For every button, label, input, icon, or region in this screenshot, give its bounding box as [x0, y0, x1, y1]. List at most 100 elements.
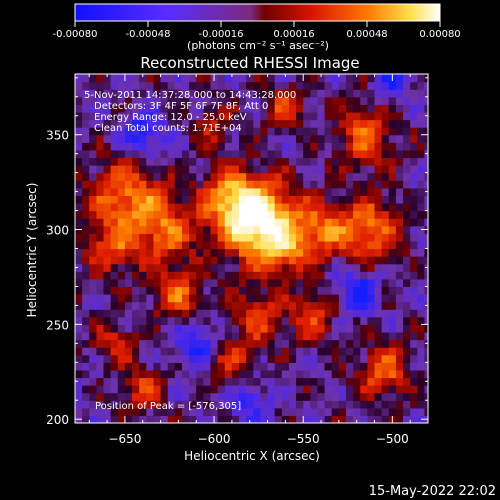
- heatmap-cell: [374, 89, 383, 98]
- heatmap-cell: [253, 172, 262, 181]
- heatmap-cell: [139, 218, 147, 227]
- heatmap-cell: [153, 324, 162, 333]
- heatmap-cell: [160, 233, 169, 242]
- heatmap-cell: [324, 104, 333, 113]
- heatmap-cell: [367, 89, 376, 98]
- heatmap-cell: [231, 187, 240, 196]
- heatmap-cell: [217, 89, 226, 98]
- heatmap-cell: [367, 172, 376, 181]
- heatmap-cell: [253, 111, 262, 121]
- heatmap-cell: [288, 400, 297, 409]
- heatmap-cell: [89, 157, 97, 166]
- heatmap-cell: [303, 263, 311, 272]
- heatmap-cell: [296, 172, 304, 181]
- heatmap-cell: [132, 362, 140, 371]
- heatmap-cell: [303, 165, 311, 174]
- heatmap-cell: [303, 354, 311, 363]
- heatmap-cell: [96, 331, 105, 341]
- heatmap-cell: [345, 149, 354, 159]
- heatmap-cell: [331, 301, 340, 310]
- heatmap-cell: [353, 127, 361, 136]
- heatmap-cell: [160, 385, 169, 394]
- heatmap-cell: [253, 278, 262, 288]
- heatmap-cell: [267, 400, 276, 409]
- heatmap-cell: [410, 347, 418, 356]
- heatmap-cell: [424, 369, 428, 379]
- heatmap-cell: [231, 149, 240, 159]
- heatmap-cell: [417, 111, 426, 121]
- heatmap-cell: [338, 415, 347, 423]
- heatmap-cell: [203, 195, 212, 204]
- heatmap-cell: [82, 96, 90, 105]
- heatmap-cell: [303, 362, 311, 371]
- heatmap-cell: [246, 347, 254, 356]
- heatmap-cell: [239, 233, 247, 242]
- annotation-line: Clean Total counts: 1.71E+04: [94, 123, 242, 134]
- heatmap-cell: [367, 111, 376, 121]
- heatmap-cell: [353, 172, 361, 181]
- heatmap-cell: [224, 347, 233, 356]
- heatmap-cell: [410, 142, 418, 151]
- colorbar-tick-label: -0.00080: [53, 29, 98, 40]
- heatmap-cell: [124, 157, 133, 166]
- heatmap-cell: [260, 278, 269, 288]
- heatmap-cell: [189, 240, 197, 250]
- heatmap-cell: [117, 127, 126, 136]
- heatmap-cell: [253, 195, 262, 204]
- heatmap-cell: [153, 225, 162, 234]
- heatmap-cell: [110, 104, 119, 113]
- heatmap-cell: [117, 385, 126, 394]
- heatmap-cell: [196, 324, 204, 333]
- heatmap-cell: [388, 233, 397, 242]
- heatmap-cell: [253, 385, 262, 394]
- heatmap-cell: [360, 369, 368, 379]
- heatmap-cell: [246, 195, 254, 204]
- heatmap-cell: [374, 127, 383, 136]
- heatmap-cell: [417, 187, 426, 196]
- heatmap-cell: [160, 74, 169, 83]
- heatmap-cell: [103, 127, 112, 136]
- heatmap-cell: [288, 149, 297, 159]
- heatmap-cell: [160, 210, 169, 219]
- heatmap-cell: [167, 202, 176, 212]
- heatmap-cell: [110, 134, 119, 143]
- heatmap-cell: [89, 187, 97, 196]
- heatmap-cell: [381, 202, 390, 212]
- heatmap-cell: [388, 119, 397, 128]
- heatmap-cell: [75, 74, 83, 83]
- heatmap-cell: [424, 354, 428, 363]
- heatmap-cell: [146, 180, 155, 189]
- heatmap-cell: [124, 233, 133, 242]
- heatmap-cell: [360, 271, 368, 280]
- heatmap-cell: [217, 377, 226, 386]
- heatmap-cell: [296, 81, 304, 90]
- heatmap-cell: [224, 142, 233, 151]
- heatmap-cell: [181, 180, 190, 189]
- heatmap-cell: [281, 316, 290, 325]
- heatmap-cell: [388, 263, 397, 272]
- heatmap-cell: [381, 354, 390, 363]
- heatmap-cell: [288, 134, 297, 143]
- heatmap-cell: [345, 81, 354, 90]
- heatmap-cell: [267, 96, 276, 105]
- heatmap-cell: [132, 172, 140, 181]
- heatmap-cell: [374, 415, 383, 423]
- heatmap-cell: [167, 385, 176, 394]
- heatmap-cell: [181, 134, 190, 143]
- heatmap-cell: [96, 339, 105, 348]
- heatmap-cell: [231, 195, 240, 204]
- heatmap-cell: [96, 407, 105, 417]
- heatmap-cell: [196, 119, 204, 128]
- heatmap-cell: [331, 218, 340, 227]
- heatmap-cell: [410, 301, 418, 310]
- heatmap-cell: [167, 89, 176, 98]
- heatmap-cell: [75, 294, 83, 303]
- colorbar-tick-label: 0.00080: [419, 29, 460, 40]
- heatmap-cell: [281, 385, 290, 394]
- heatmap-cell: [360, 263, 368, 272]
- heatmap-cell: [317, 165, 326, 174]
- heatmap-cell: [310, 127, 319, 136]
- heatmap-cell: [260, 111, 269, 121]
- heatmap-cell: [374, 187, 383, 196]
- heatmap-cell: [281, 89, 290, 98]
